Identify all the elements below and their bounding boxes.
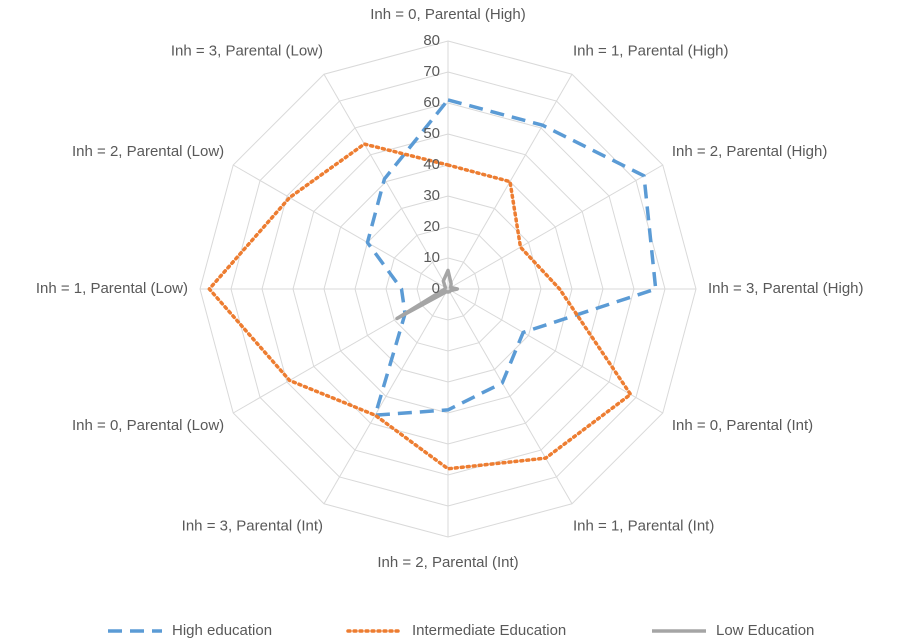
category-label: Inh = 1, Parental (Low) — [36, 280, 188, 297]
series-line — [395, 268, 460, 321]
spoke — [447, 288, 573, 505]
r-tick-label: 70 — [423, 63, 440, 80]
spoke — [447, 73, 573, 290]
category-label: Inh = 0, Parental (Low) — [72, 417, 224, 434]
category-label: Inh = 2, Parental (High) — [672, 143, 828, 160]
category-label: Inh = 3, Parental (Low) — [171, 43, 323, 60]
spoke — [323, 288, 449, 505]
r-tick-label: 60 — [423, 94, 440, 111]
spoke — [447, 288, 664, 414]
r-tick-label: 0 — [432, 280, 440, 297]
series-line — [207, 142, 633, 471]
r-tick-label: 10 — [423, 249, 440, 266]
category-label: Inh = 0, Parental (Int) — [672, 417, 813, 434]
category-label: Inh = 3, Parental (Int) — [182, 517, 323, 534]
category-label: Inh = 2, Parental (Low) — [72, 143, 224, 160]
r-tick-label: 50 — [423, 125, 440, 142]
series-line — [365, 98, 658, 417]
r-tick-label: 30 — [423, 187, 440, 204]
spoke — [323, 73, 449, 290]
r-tick-label: 80 — [423, 32, 440, 49]
r-tick-label: 20 — [423, 218, 440, 235]
category-label: Inh = 2, Parental (Int) — [377, 554, 518, 571]
category-label: Inh = 3, Parental (High) — [708, 280, 864, 297]
legend-label: Low Education — [716, 622, 814, 639]
category-label: Inh = 1, Parental (High) — [573, 43, 729, 60]
r-tick-label: 40 — [423, 156, 440, 173]
category-label: Inh = 1, Parental (Int) — [573, 517, 714, 534]
legend-label: High education — [172, 622, 272, 639]
spoke — [447, 164, 664, 290]
category-label: Inh = 0, Parental (High) — [370, 6, 526, 23]
legend-label: Intermediate Education — [412, 622, 566, 639]
spoke — [232, 164, 449, 290]
